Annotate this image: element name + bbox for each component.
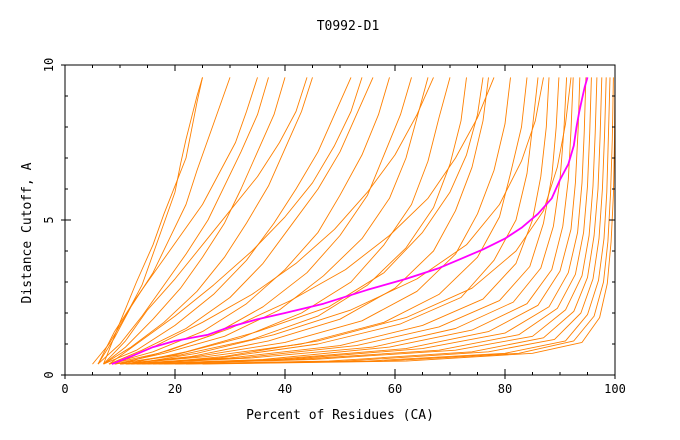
series-line — [163, 77, 607, 365]
series-line — [103, 77, 308, 365]
series-line — [119, 77, 495, 365]
series-line — [147, 77, 592, 365]
series-line — [108, 77, 363, 365]
y-tick-label: 5 — [42, 216, 56, 223]
series-line — [130, 77, 560, 365]
series-line — [103, 77, 313, 365]
series-line — [119, 77, 528, 365]
series-layer — [92, 77, 616, 365]
x-tick-label: 20 — [168, 382, 182, 396]
x-axis-label: Percent of Residues (CA) — [246, 408, 434, 423]
series-line — [141, 77, 587, 365]
series-line — [152, 77, 598, 365]
series-line — [136, 77, 574, 365]
y-tick-label: 10 — [42, 58, 56, 72]
series-line — [202, 77, 616, 365]
series-line — [174, 77, 611, 365]
series-line — [92, 77, 203, 365]
series-line — [108, 77, 390, 365]
series-line — [97, 77, 231, 365]
series-line — [108, 77, 374, 365]
y-tick-label: 0 — [42, 371, 56, 378]
x-tick-label: 40 — [278, 382, 292, 396]
series-line — [119, 77, 489, 365]
y-axis-label: Distance Cutoff, A — [20, 162, 35, 303]
series-line — [103, 77, 203, 365]
axis-ticks: 0 20 40 60 80 100 0 5 10 — [42, 58, 626, 396]
series-line — [114, 77, 467, 365]
x-tick-label: 100 — [604, 382, 626, 396]
series-line — [114, 77, 451, 365]
series-line — [125, 77, 539, 365]
highlight-series-line — [111, 77, 589, 365]
highlight-layer — [111, 77, 589, 365]
x-tick-label: 0 — [61, 382, 68, 396]
series-line — [125, 77, 484, 365]
series-line — [114, 77, 429, 365]
series-line — [125, 77, 550, 365]
series-line — [130, 77, 568, 365]
series-line — [141, 77, 572, 365]
x-tick-label: 60 — [388, 382, 402, 396]
series-line — [119, 77, 511, 365]
series-line — [158, 77, 603, 365]
series-line — [108, 77, 412, 365]
series-line — [114, 77, 434, 365]
x-tick-label: 80 — [498, 382, 512, 396]
series-line — [185, 77, 614, 365]
series-line — [103, 77, 286, 365]
series-line — [97, 77, 258, 365]
chart-title: T0992-D1 — [317, 19, 380, 34]
series-line — [130, 77, 544, 365]
series-line — [97, 77, 269, 365]
series-line — [136, 77, 581, 365]
series-line — [103, 77, 352, 365]
